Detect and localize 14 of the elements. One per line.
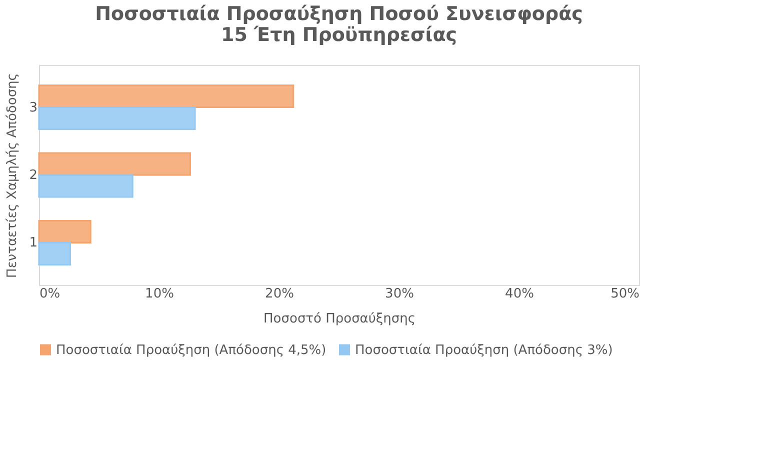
y-tick-label: 3 xyxy=(29,100,38,116)
chart-title: Ποσοστιαία Προσαύξηση Ποσού Συνεισφοράς 15 Έτη Προϋπηρεσίας xyxy=(95,3,583,46)
x-tick-label: 50% xyxy=(610,286,640,302)
legend-label: Ποσοστιαία Προαύξηση (Απόδοσης 3%) xyxy=(355,342,613,358)
y-tick-label: 1 xyxy=(29,236,38,251)
x-tick-label: 40% xyxy=(505,286,534,302)
x-tick-label: 10% xyxy=(145,286,174,302)
y-axis-title: Πενταετίες Χαμηλής Απόδοσης xyxy=(5,73,20,278)
x-axis-title: Ποσοστό Προσαύξησης xyxy=(264,312,416,326)
x-tick-label: 30% xyxy=(385,286,414,302)
y-tick-label: 2 xyxy=(29,168,38,183)
x-tick-label: 0% xyxy=(40,286,60,302)
legend-label: Ποσοστιαία Προαύξηση (Απόδοσης 4,5%) xyxy=(56,342,326,358)
x-tick-label: 20% xyxy=(265,286,294,302)
